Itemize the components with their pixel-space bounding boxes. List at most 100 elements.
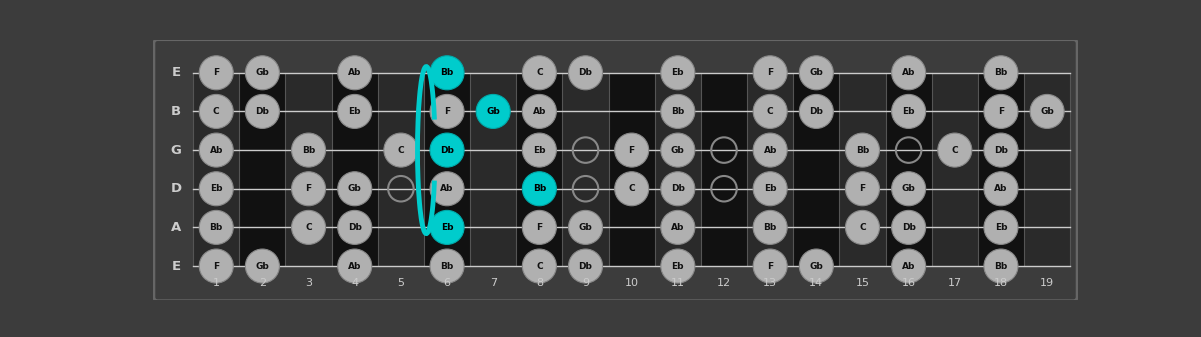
Text: Bb: Bb [533, 184, 546, 193]
Text: Ab: Ab [671, 223, 685, 232]
Text: F: F [767, 68, 773, 77]
Text: Db: Db [579, 262, 592, 271]
Text: Eb: Eb [533, 146, 545, 155]
Text: C: C [859, 223, 866, 232]
Text: F: F [860, 184, 866, 193]
Text: C: C [305, 223, 312, 232]
Circle shape [337, 56, 372, 90]
Text: Eb: Eb [994, 223, 1008, 232]
Text: Eb: Eb [348, 107, 362, 116]
Circle shape [846, 172, 879, 206]
Circle shape [292, 210, 325, 244]
Text: Eb: Eb [764, 184, 776, 193]
Circle shape [199, 94, 233, 128]
Text: Gb: Gb [579, 223, 592, 232]
Text: Db: Db [440, 146, 454, 155]
Circle shape [522, 94, 556, 128]
Text: Db: Db [994, 146, 1008, 155]
Text: Eb: Eb [210, 184, 222, 193]
Text: Gb: Gb [256, 262, 269, 271]
Text: Bb: Bb [210, 223, 223, 232]
Text: Ab: Ab [764, 146, 777, 155]
Circle shape [800, 56, 833, 90]
Text: F: F [537, 223, 543, 232]
Circle shape [753, 56, 787, 90]
Circle shape [661, 172, 695, 206]
Text: C: C [213, 107, 220, 116]
Circle shape [522, 249, 556, 283]
Bar [424, 73, 470, 266]
Text: Eb: Eb [441, 223, 453, 232]
Text: 7: 7 [490, 278, 497, 288]
Circle shape [430, 172, 464, 206]
Text: F: F [628, 146, 635, 155]
Text: Gb: Gb [902, 184, 915, 193]
Circle shape [337, 210, 372, 244]
Text: 14: 14 [809, 278, 824, 288]
Bar [978, 73, 1024, 266]
Text: C: C [536, 68, 543, 77]
Circle shape [337, 94, 372, 128]
Text: 15: 15 [855, 278, 870, 288]
Circle shape [891, 249, 926, 283]
Circle shape [753, 172, 787, 206]
Text: Db: Db [902, 223, 915, 232]
Circle shape [476, 94, 510, 128]
Text: Db: Db [579, 68, 592, 77]
Bar [331, 73, 378, 266]
Text: Ab: Ab [441, 184, 454, 193]
Text: F: F [305, 184, 311, 193]
Bar [193, 73, 239, 266]
Circle shape [984, 210, 1018, 244]
Bar [747, 73, 793, 266]
Text: Db: Db [671, 184, 685, 193]
Bar [286, 73, 331, 266]
Circle shape [199, 249, 233, 283]
FancyBboxPatch shape [154, 40, 1077, 301]
Text: B: B [172, 105, 181, 118]
Text: 2: 2 [259, 278, 265, 288]
Text: 8: 8 [536, 278, 543, 288]
Text: 19: 19 [1040, 278, 1054, 288]
Text: G: G [171, 144, 181, 157]
Circle shape [199, 172, 233, 206]
Text: Bb: Bb [301, 146, 315, 155]
Circle shape [661, 249, 695, 283]
Text: 12: 12 [717, 278, 731, 288]
Text: 5: 5 [398, 278, 405, 288]
Text: Bb: Bb [856, 146, 870, 155]
Circle shape [753, 94, 787, 128]
Circle shape [522, 56, 556, 90]
Text: Ab: Ab [902, 68, 915, 77]
Text: Bb: Bb [994, 262, 1008, 271]
Text: Ab: Ab [209, 146, 223, 155]
Text: 18: 18 [994, 278, 1008, 288]
Circle shape [984, 56, 1018, 90]
Circle shape [661, 133, 695, 167]
Text: Ab: Ab [902, 262, 915, 271]
Text: Bb: Bb [994, 68, 1008, 77]
Text: Ab: Ab [348, 68, 362, 77]
Text: E: E [172, 66, 181, 79]
Text: Bb: Bb [671, 107, 685, 116]
Bar [516, 73, 562, 266]
Bar [562, 73, 609, 266]
Circle shape [661, 94, 695, 128]
Text: Bb: Bb [441, 68, 454, 77]
Circle shape [245, 94, 280, 128]
Circle shape [984, 172, 1018, 206]
Circle shape [984, 133, 1018, 167]
Text: Gb: Gb [809, 262, 823, 271]
Text: F: F [444, 107, 450, 116]
Text: Eb: Eb [902, 107, 915, 116]
Text: D: D [171, 182, 181, 195]
Text: 3: 3 [305, 278, 312, 288]
Text: Bb: Bb [441, 262, 454, 271]
Circle shape [800, 249, 833, 283]
Circle shape [292, 133, 325, 167]
Circle shape [430, 210, 464, 244]
Text: E: E [172, 259, 181, 273]
Text: Gb: Gb [671, 146, 685, 155]
Bar [1024, 73, 1070, 266]
Text: A: A [171, 221, 181, 234]
